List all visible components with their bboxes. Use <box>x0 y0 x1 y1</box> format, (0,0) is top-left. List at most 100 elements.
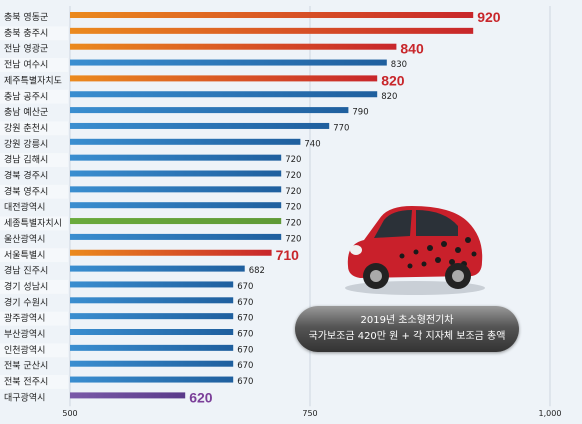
category-label: 세종특별자치시 <box>4 217 62 229</box>
bar <box>70 91 378 98</box>
label-band <box>0 343 68 358</box>
value-label: 670 <box>237 361 253 371</box>
label-band <box>0 42 68 57</box>
label-band <box>0 105 68 120</box>
bar <box>70 75 378 82</box>
bar <box>70 297 234 304</box>
category-label: 경기 성남시 <box>4 280 48 292</box>
bar <box>70 313 234 320</box>
category-label: 강원 춘천시 <box>4 123 48 134</box>
value-label: 820 <box>381 92 397 102</box>
value-label: 682 <box>249 266 265 276</box>
annotation-line-1: 2019년 초소형전기차 <box>360 315 454 326</box>
label-band <box>0 359 68 374</box>
value-label: 620 <box>189 389 213 405</box>
value-label: 920 <box>477 9 501 25</box>
label-band <box>0 89 68 104</box>
bar <box>70 265 245 272</box>
label-band <box>0 327 68 342</box>
label-band <box>0 375 68 389</box>
value-label: 720 <box>285 187 301 197</box>
label-band <box>0 264 68 278</box>
value-label: 720 <box>285 219 301 229</box>
label-band <box>0 10 68 25</box>
x-tick-label: 750 <box>302 409 317 418</box>
category-label: 서울특별시 <box>4 250 45 261</box>
value-label: 720 <box>285 203 301 213</box>
bar <box>70 360 234 367</box>
value-label: 720 <box>285 155 301 165</box>
category-label: 강원 강릉시 <box>4 139 48 150</box>
category-label: 부산광역시 <box>4 328 45 340</box>
category-label: 경기 수원시 <box>4 296 48 308</box>
label-band <box>0 169 68 183</box>
category-label: 충북 영동군 <box>4 12 48 23</box>
label-band <box>0 184 68 199</box>
label-band <box>0 200 68 215</box>
bar <box>70 12 474 18</box>
bar <box>70 27 474 34</box>
bar <box>70 281 234 288</box>
bar <box>70 392 186 399</box>
label-band <box>0 153 68 167</box>
value-label: 770 <box>333 123 349 133</box>
value-label: 670 <box>237 345 253 355</box>
bar <box>70 376 234 383</box>
value-label: 740 <box>304 139 320 149</box>
x-axis-ticks: 500 750 1,000 <box>62 409 561 418</box>
category-label: 제주특별자치도 <box>4 74 62 86</box>
bar <box>70 329 234 335</box>
label-band <box>0 248 68 263</box>
category-label: 전남 영광군 <box>4 43 48 55</box>
category-label: 충남 예산군 <box>4 107 48 118</box>
bar <box>70 122 330 129</box>
category-label: 전북 전주시 <box>4 377 48 388</box>
label-band <box>0 232 68 247</box>
x-tick-label: 1,000 <box>539 409 562 418</box>
x-tick-label: 500 <box>62 409 77 418</box>
value-label: 710 <box>276 247 300 263</box>
car-icon <box>345 206 485 295</box>
value-label: 820 <box>381 72 405 88</box>
category-label: 경북 영주시 <box>4 185 48 197</box>
value-label: 720 <box>285 171 301 181</box>
value-label: 670 <box>237 282 253 292</box>
bar <box>70 202 282 209</box>
bar <box>70 218 282 225</box>
bars <box>70 12 474 399</box>
label-band <box>0 311 68 326</box>
category-label: 경북 경주시 <box>4 170 48 182</box>
bar <box>70 170 282 177</box>
bar <box>70 249 272 256</box>
label-band <box>0 137 68 152</box>
category-label: 광주광역시 <box>4 312 45 324</box>
category-label: 대전광역시 <box>4 201 45 213</box>
label-band <box>0 121 68 136</box>
label-band <box>0 58 68 72</box>
annotation-box: 2019년 초소형전기차 국가보조금 420만 원 + 각 지자체 보조금 총액 <box>295 306 519 352</box>
bar <box>70 107 349 114</box>
bar <box>70 344 234 351</box>
label-band <box>0 279 68 294</box>
value-label: 840 <box>400 41 424 57</box>
annotation-line-2: 국가보조금 420만 원 + 각 지자체 보조금 총액 <box>308 331 506 342</box>
value-label: 670 <box>237 314 253 324</box>
label-band <box>0 26 68 41</box>
value-label: 670 <box>237 377 253 387</box>
bar <box>70 138 301 145</box>
bar <box>70 233 282 240</box>
bar <box>70 154 282 161</box>
label-band <box>0 73 68 88</box>
category-label: 울산광역시 <box>4 233 45 245</box>
value-label: 830 <box>391 60 407 70</box>
category-label: 대구광역시 <box>4 391 45 403</box>
label-band <box>0 295 68 310</box>
value-label: 720 <box>285 234 301 244</box>
value-label: 670 <box>237 298 253 308</box>
category-label: 충남 공주시 <box>4 91 48 102</box>
value-labels: 9208408308208207907707407207207207207207… <box>189 9 501 405</box>
category-label: 인천광역시 <box>4 344 45 356</box>
value-label: 790 <box>352 108 368 118</box>
